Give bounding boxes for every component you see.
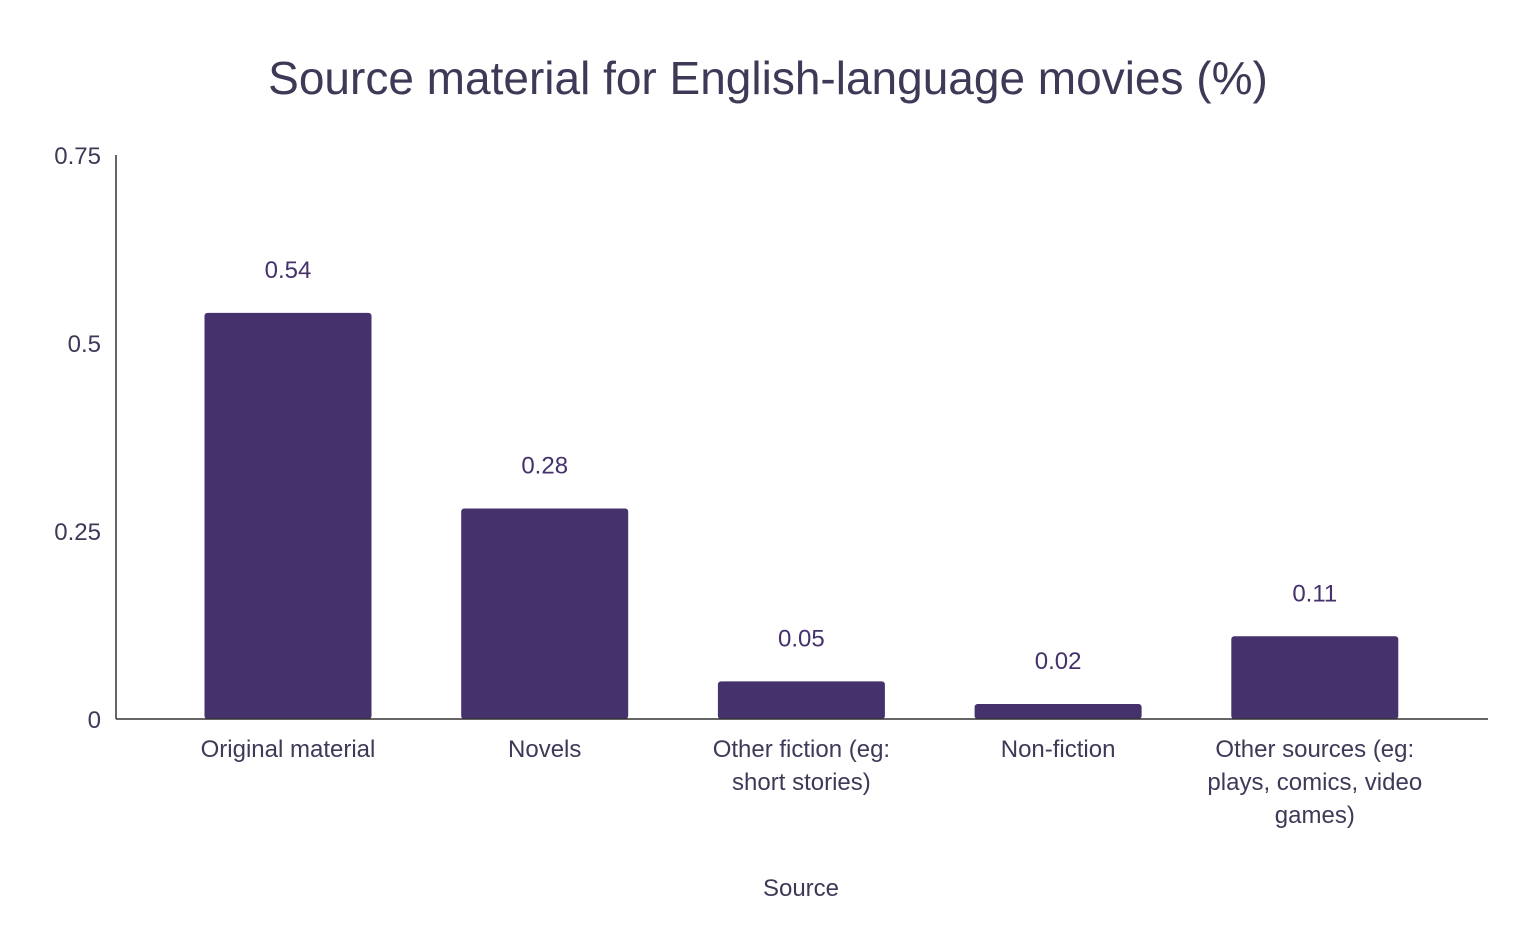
x-tick-label: Original material xyxy=(201,736,376,763)
bar xyxy=(717,681,885,719)
data-label: 0.11 xyxy=(1292,580,1337,607)
x-tick-label: Novels xyxy=(508,736,581,763)
data-label: 0.54 xyxy=(265,257,312,284)
x-tick-label: Other fiction (eg: short stories) xyxy=(713,736,890,796)
x-tick-label: Other sources (eg: plays, comics, video ga… xyxy=(1207,736,1422,829)
x-axis-label: Source xyxy=(763,875,839,902)
data-label: 0.05 xyxy=(778,625,825,652)
y-tick-label: 0.75 xyxy=(54,143,101,170)
bar xyxy=(1231,636,1399,719)
y-tick-label: 0.5 xyxy=(68,331,101,358)
data-label: 0.28 xyxy=(521,452,568,479)
bar xyxy=(204,312,372,719)
chart-title: Source material for English-language mov… xyxy=(268,52,1268,104)
y-tick-label: 0 xyxy=(88,707,101,734)
bar xyxy=(461,508,629,719)
x-tick-label: Non-fiction xyxy=(1001,736,1116,763)
y-tick-label: 0.25 xyxy=(54,519,101,546)
data-label: 0.02 xyxy=(1035,648,1082,675)
bar xyxy=(974,703,1142,719)
